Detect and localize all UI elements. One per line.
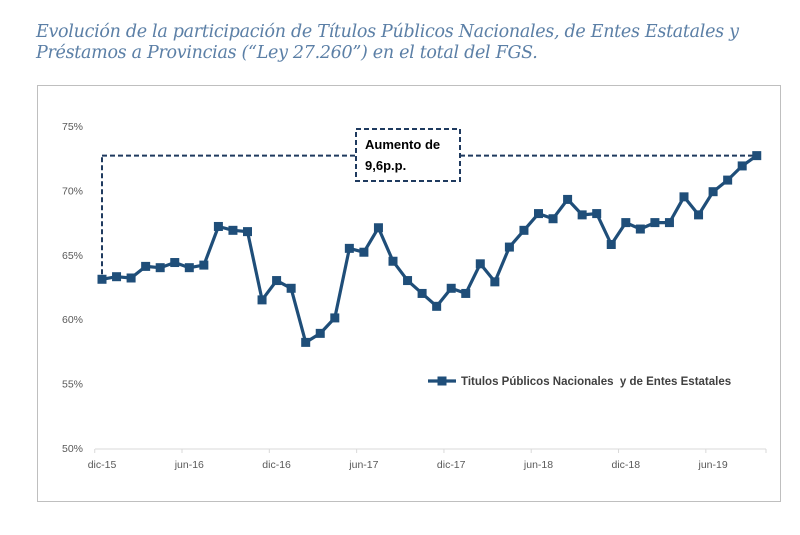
- data-point-marker: [490, 277, 500, 287]
- data-point-marker: [548, 214, 558, 224]
- data-point-marker: [301, 337, 311, 347]
- data-point-marker: [475, 259, 485, 269]
- chart-title-line-1: Evolución de la participación de Títulos…: [36, 22, 739, 42]
- data-point-marker: [737, 161, 747, 171]
- legend-label: Titulos Públicos Nacionales y de Entes E…: [461, 376, 731, 388]
- data-point-marker: [664, 218, 674, 228]
- chart-title-line-2: Préstamos a Provincias (“Ley 27.260”) en…: [36, 43, 538, 63]
- annotation-box: [355, 128, 461, 182]
- data-point-marker: [344, 243, 354, 253]
- data-point-marker: [199, 260, 209, 270]
- data-point-marker: [606, 239, 616, 249]
- data-point-marker: [752, 151, 762, 161]
- y-axis-labels: 50% 55% 60% 65% 70% 75%: [62, 121, 83, 455]
- x-axis: dic-15 jun-16 dic-16 jun-17 dic-17 jun-18 dic-…: [88, 448, 767, 471]
- data-point-marker: [112, 272, 122, 282]
- series: [97, 151, 762, 347]
- data-point-marker: [315, 328, 325, 338]
- data-point-marker: [243, 227, 252, 237]
- data-point-marker: [563, 194, 573, 204]
- data-point-marker: [635, 224, 645, 234]
- data-point-marker: [286, 283, 296, 293]
- data-point-marker: [403, 276, 413, 286]
- data-point-marker: [679, 192, 689, 202]
- data-point-marker: [446, 283, 456, 293]
- data-point-marker: [141, 261, 151, 271]
- data-point-marker: [723, 175, 733, 185]
- chart-title: Evolución de la participación de Títulos…: [36, 22, 776, 64]
- data-point-marker: [272, 276, 282, 286]
- data-point-marker: [432, 301, 442, 311]
- data-point-marker: [228, 225, 238, 235]
- data-point-marker: [359, 247, 369, 257]
- y-tick-label: 60%: [62, 314, 83, 326]
- y-tick-label: 70%: [62, 185, 83, 197]
- data-point-marker: [519, 225, 529, 235]
- data-point-marker: [621, 218, 631, 228]
- annotation-text-line-2: 9,6p.p.: [365, 158, 406, 173]
- data-point-marker: [461, 288, 471, 298]
- annotation-text-line-1: Aumento de: [365, 137, 440, 152]
- legend-marker-icon: [437, 376, 447, 386]
- x-tick-label: dic-17: [437, 459, 466, 471]
- annotation: Aumento de 9,6p.p.: [101, 128, 757, 275]
- data-point-marker: [213, 221, 223, 231]
- y-tick-label: 50%: [62, 443, 83, 455]
- data-point-marker: [373, 223, 383, 233]
- data-point-marker: [257, 295, 267, 305]
- data-point-marker: [170, 258, 180, 268]
- data-point-marker: [534, 209, 543, 219]
- x-tick-label: jun-19: [697, 459, 727, 471]
- x-tick-label: dic-15: [88, 459, 117, 471]
- data-point-marker: [155, 263, 165, 273]
- x-tick-label: jun-17: [348, 459, 378, 471]
- y-tick-label: 65%: [62, 250, 83, 262]
- data-point-marker: [330, 313, 340, 323]
- data-point-marker: [504, 242, 514, 252]
- data-point-marker: [97, 274, 107, 284]
- data-point-marker: [388, 256, 398, 266]
- data-point-marker: [184, 263, 194, 273]
- data-point-marker: [650, 218, 660, 228]
- x-tick-label: dic-16: [262, 459, 291, 471]
- x-tick-label: dic-18: [611, 459, 640, 471]
- y-tick-label: 75%: [62, 121, 83, 133]
- data-point-marker: [708, 187, 718, 197]
- x-tick-label: jun-18: [523, 459, 553, 471]
- legend: Titulos Públicos Nacionales y de Entes E…: [428, 376, 731, 388]
- series-line: [101, 154, 758, 344]
- x-tick-label: jun-16: [174, 459, 204, 471]
- y-tick-label: 55%: [62, 379, 83, 391]
- data-point-marker: [694, 210, 704, 220]
- data-point-marker: [577, 210, 587, 220]
- data-point-marker: [592, 209, 602, 219]
- data-point-marker: [126, 273, 136, 283]
- data-point-marker: [417, 288, 427, 298]
